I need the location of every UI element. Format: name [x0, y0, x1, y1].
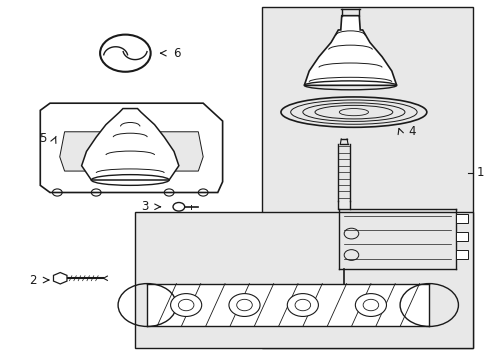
- Circle shape: [173, 203, 184, 211]
- Text: 5: 5: [39, 132, 46, 145]
- Circle shape: [100, 35, 150, 72]
- Text: 6: 6: [172, 47, 180, 60]
- Text: 1: 1: [476, 166, 483, 179]
- Circle shape: [170, 294, 201, 316]
- Text: 2: 2: [29, 274, 37, 287]
- Polygon shape: [40, 103, 222, 193]
- Circle shape: [287, 294, 318, 316]
- Text: 4: 4: [407, 125, 415, 138]
- Bar: [261, 7, 472, 348]
- Bar: [147, 284, 428, 327]
- Text: 3: 3: [141, 200, 148, 213]
- Polygon shape: [304, 16, 396, 85]
- Polygon shape: [81, 109, 179, 180]
- Bar: [455, 232, 467, 241]
- Circle shape: [228, 294, 260, 316]
- Bar: [455, 214, 467, 223]
- Bar: [455, 249, 467, 258]
- Polygon shape: [60, 132, 203, 171]
- Bar: [135, 212, 472, 348]
- Polygon shape: [53, 273, 67, 284]
- Circle shape: [355, 294, 386, 316]
